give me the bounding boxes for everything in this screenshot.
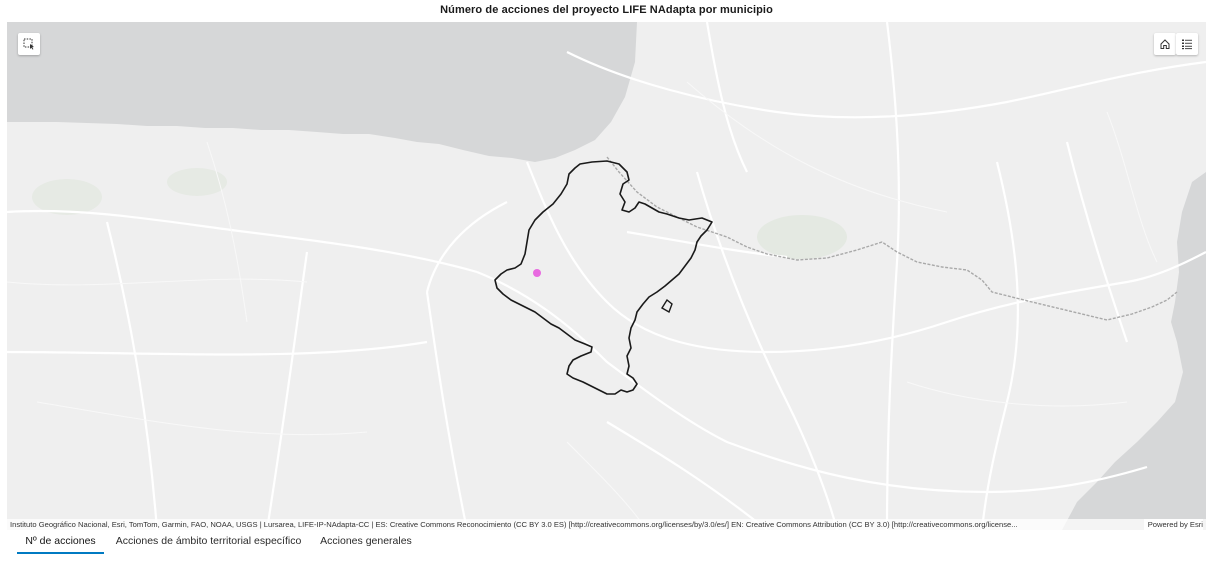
forest-patch bbox=[32, 179, 102, 215]
tab-bar: Nº de acciones Acciones de ámbito territ… bbox=[0, 530, 1213, 558]
minor-roads bbox=[7, 81, 1158, 530]
tab-num-acciones[interactable]: Nº de acciones bbox=[17, 530, 104, 554]
tab-ambito-territorial[interactable]: Acciones de ámbito territorial específic… bbox=[115, 535, 302, 547]
navarra-enclave bbox=[661, 298, 673, 314]
map-title: Número de acciones del proyecto LIFE NAd… bbox=[440, 4, 773, 16]
sea-mediterranean bbox=[1062, 172, 1206, 530]
road-network bbox=[7, 22, 1206, 530]
legend-list-icon bbox=[1182, 39, 1192, 50]
attribution-text[interactable]: Instituto Geográfico Nacional, Esri, Tom… bbox=[10, 520, 1018, 529]
map-view[interactable]: Instituto Geográfico Nacional, Esri, Tom… bbox=[7, 22, 1206, 530]
map-attribution: Instituto Geográfico Nacional, Esri, Tom… bbox=[7, 519, 1206, 530]
home-button[interactable] bbox=[1154, 33, 1176, 55]
tab-acciones-generales[interactable]: Acciones generales bbox=[320, 535, 412, 547]
municipality-marker[interactable] bbox=[533, 269, 541, 277]
select-area-icon bbox=[23, 38, 34, 50]
basemap[interactable] bbox=[7, 22, 1206, 530]
forest-patch bbox=[757, 215, 847, 259]
sea-bay-of-biscay bbox=[7, 22, 637, 162]
legend-button[interactable] bbox=[1176, 33, 1198, 55]
select-button[interactable] bbox=[18, 33, 40, 55]
powered-by-esri[interactable]: Powered by Esri bbox=[1143, 519, 1203, 530]
home-icon bbox=[1160, 39, 1170, 49]
forest-patch bbox=[167, 168, 227, 196]
country-border bbox=[606, 156, 1178, 321]
navarra-outline bbox=[494, 160, 713, 395]
